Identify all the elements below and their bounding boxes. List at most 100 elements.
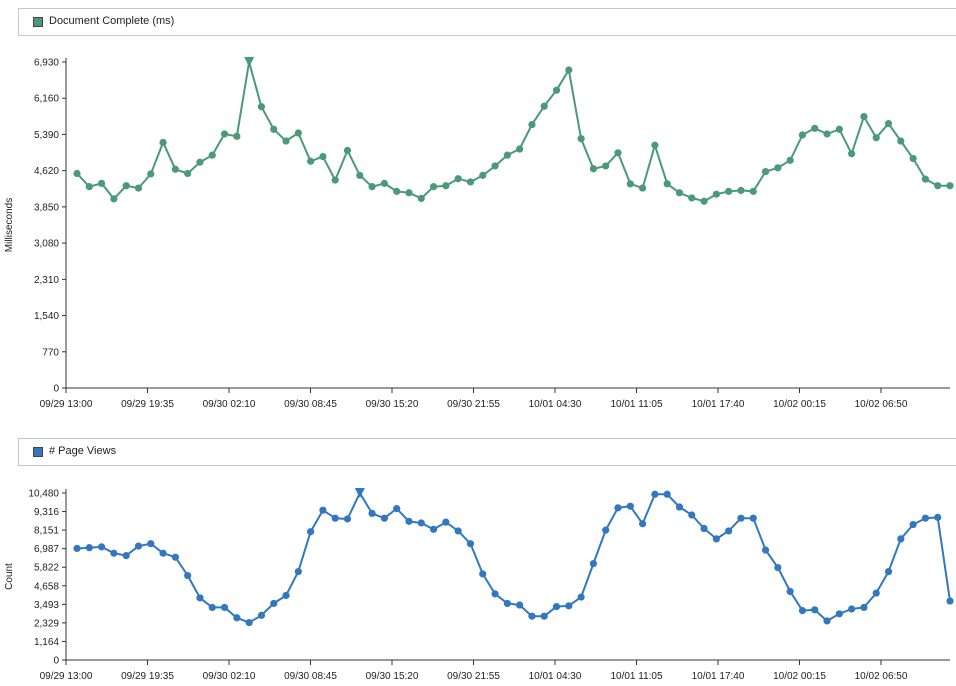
data-point [134,184,143,192]
legend-label-page-views: # Page Views [49,445,117,457]
data-point [848,150,856,158]
data-point [700,524,708,533]
series-line [76,492,951,624]
data-point [552,86,561,94]
data-point [639,184,647,192]
data-point [417,194,425,203]
data-point-max [354,488,365,498]
data-point [196,158,204,166]
data-point [614,504,622,512]
data-point [380,514,388,522]
data-point [307,157,315,165]
y-tick-label: 10,480 [28,489,59,500]
data-point [688,511,696,519]
data-point [405,517,413,525]
data-point [577,593,585,601]
data-point [675,503,684,511]
data-point [503,599,511,608]
data-point [516,601,524,609]
data-point [872,589,880,597]
data-point [171,165,179,173]
data-point [491,590,499,598]
x-tick-label: 10/01 11:05 [610,671,663,682]
data-point [245,618,253,627]
data-point [429,183,438,191]
data-point [110,549,118,557]
y-tick-label: 9,316 [34,507,59,518]
data-point [442,182,450,190]
data-point [393,505,401,513]
data-point [897,137,905,145]
data-point [700,197,708,205]
data-point [85,544,93,552]
data-point [651,490,659,498]
data-point [749,514,757,522]
y-tick-label: 8,151 [34,526,59,537]
data-point [712,535,720,543]
x-tick-label: 09/30 08:45 [284,399,337,410]
data-point [589,559,598,568]
document-complete-chart: 6,930 6,160 5,390 4,620 3,850 3,080 2,310 1,540… [4,57,954,410]
data-point [208,151,216,159]
x-tick-label: 09/30 08:45 [284,671,337,682]
data-point [73,169,81,178]
data-point [171,553,179,561]
data-point [737,514,745,522]
data-point [835,125,843,133]
data-point [835,610,843,618]
data-point [368,183,376,191]
data-point [651,141,659,149]
data-point [540,102,548,110]
series-line [76,61,950,203]
data-point [147,540,155,548]
data-point [934,182,942,190]
x-tick-label: 10/02 00:15 [773,399,826,410]
y-tick-label: 3,493 [34,600,59,611]
x-tick-label: 10/01 17:40 [692,399,745,410]
data-point [319,506,327,514]
data-point [614,149,622,157]
y-tick-label: 6,987 [34,544,59,555]
data-point [356,171,364,179]
y-tick-label: 6,160 [34,94,59,105]
y-tick-label: 1,540 [34,311,59,322]
data-point [577,135,585,143]
y-axis-label: Milliseconds [4,198,15,252]
data-point [282,591,290,600]
page-views-chart: 10,480 9,316 8,151 6,987 5,822 4,658 3,493 2,32… [4,488,954,682]
data-point [528,120,536,129]
legend-label-document-complete: Document Complete (ms) [49,15,175,27]
data-point [454,175,462,183]
data-point [85,183,93,191]
data-point [860,112,868,121]
data-point [774,563,782,572]
data-point [454,527,462,535]
y-tick-label: 770 [42,347,59,358]
data-point [294,129,302,137]
data-point [257,103,266,111]
data-point [134,542,143,550]
data-point [565,602,573,610]
data-point [331,176,339,184]
data-point [380,179,388,187]
data-point [626,502,634,510]
data-point [909,154,917,163]
data-point [921,514,930,522]
data-point [343,515,352,523]
data-point [798,131,807,139]
data-point-max [244,57,255,67]
data-point [184,571,192,580]
data-point [122,552,130,560]
x-tick-label: 09/29 13:00 [40,399,93,410]
data-point [479,570,487,578]
data-point [282,137,290,145]
y-tick-label: 4,658 [34,581,59,592]
data-point [761,168,770,176]
x-tick-label: 10/01 04:30 [529,671,582,682]
data-point [909,520,917,529]
x-tick-label: 10/01 17:40 [692,671,745,682]
data-point [97,179,106,187]
data-point [479,171,487,179]
data-point [749,187,757,195]
data-point [442,518,450,526]
